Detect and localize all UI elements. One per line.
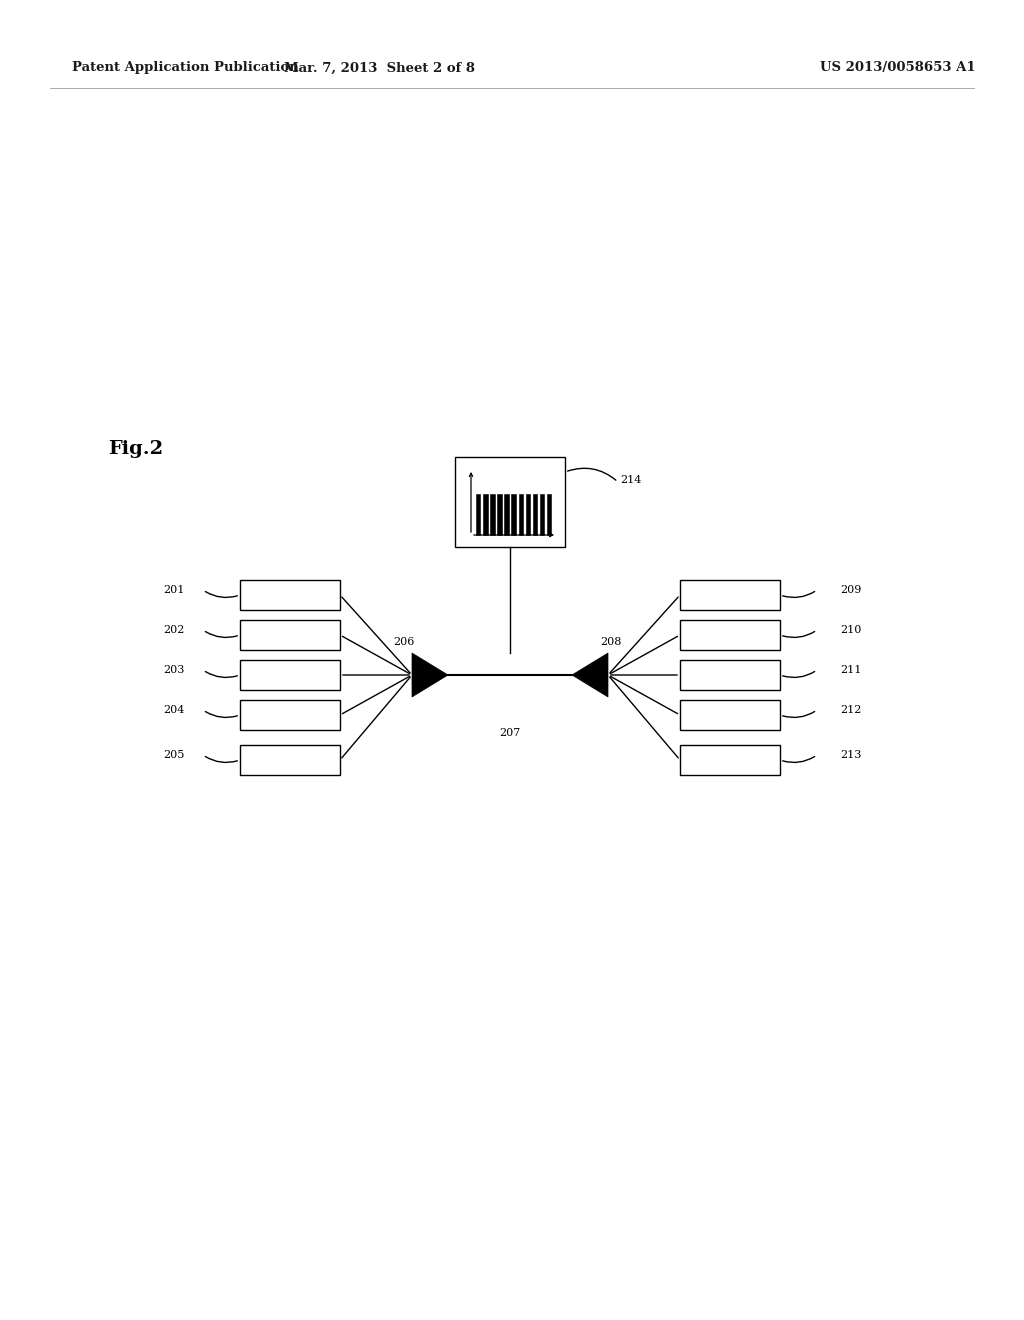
- Text: 209: 209: [840, 585, 861, 595]
- Text: 205: 205: [164, 750, 185, 760]
- Text: 212: 212: [840, 705, 861, 715]
- Polygon shape: [572, 653, 608, 697]
- Text: 206: 206: [393, 638, 415, 647]
- Text: 210: 210: [840, 624, 861, 635]
- Bar: [240, 700, 340, 730]
- Bar: [240, 579, 340, 610]
- Text: 214: 214: [620, 475, 641, 484]
- Text: 203: 203: [164, 665, 185, 675]
- Text: 207: 207: [500, 729, 520, 738]
- Bar: [240, 744, 340, 775]
- Polygon shape: [412, 653, 449, 697]
- Bar: [240, 620, 340, 649]
- Bar: [525, 494, 530, 535]
- Bar: [540, 494, 544, 535]
- Bar: [518, 494, 523, 535]
- Bar: [505, 494, 509, 535]
- Bar: [680, 579, 780, 610]
- Text: Fig.2: Fig.2: [108, 440, 163, 458]
- Text: Patent Application Publication: Patent Application Publication: [72, 62, 299, 74]
- Bar: [511, 494, 516, 535]
- Bar: [680, 700, 780, 730]
- Bar: [547, 494, 551, 535]
- Text: US 2013/0058653 A1: US 2013/0058653 A1: [820, 62, 976, 74]
- Bar: [240, 660, 340, 690]
- Bar: [532, 494, 538, 535]
- Text: 202: 202: [164, 624, 185, 635]
- Text: 213: 213: [840, 750, 861, 760]
- Bar: [455, 457, 565, 546]
- Bar: [498, 494, 502, 535]
- Text: 208: 208: [600, 638, 622, 647]
- Text: 211: 211: [840, 665, 861, 675]
- Text: 204: 204: [164, 705, 185, 715]
- Bar: [680, 744, 780, 775]
- Bar: [680, 660, 780, 690]
- Bar: [680, 620, 780, 649]
- Bar: [483, 494, 487, 535]
- Bar: [476, 494, 480, 535]
- Text: Mar. 7, 2013  Sheet 2 of 8: Mar. 7, 2013 Sheet 2 of 8: [285, 62, 475, 74]
- Text: 201: 201: [164, 585, 185, 595]
- Bar: [490, 494, 495, 535]
